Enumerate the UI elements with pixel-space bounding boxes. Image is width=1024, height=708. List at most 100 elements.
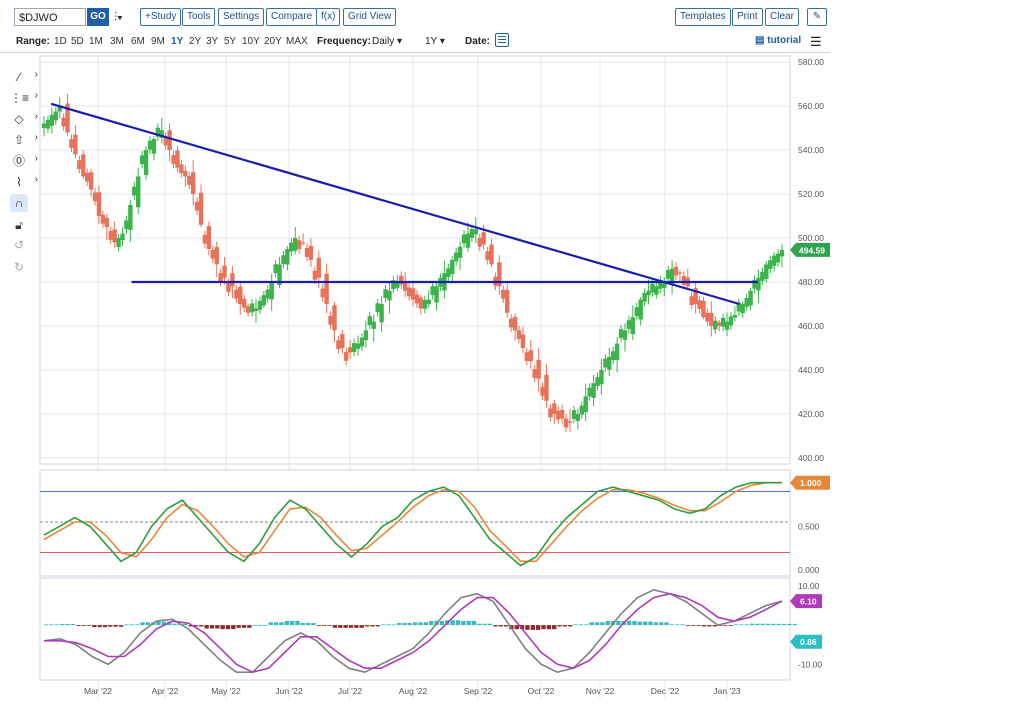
candle-body [96, 192, 102, 216]
calendar-icon[interactable] [495, 33, 509, 47]
measure-tool[interactable]: ⌇ › [10, 173, 38, 191]
fib-tool[interactable]: ⋮≡ › [10, 90, 38, 105]
candle-body [430, 286, 435, 296]
macd-histogram-bar [386, 624, 391, 626]
range-10y[interactable]: 10Y [242, 36, 260, 47]
candle-body [775, 253, 781, 263]
candle-body [147, 140, 153, 150]
candle-body [450, 260, 455, 275]
macd-histogram-bar [530, 625, 535, 630]
undo-button[interactable]: ↺ [10, 236, 38, 254]
candle-body [744, 297, 749, 307]
range-2y[interactable]: 2Y [189, 36, 202, 47]
macd-histogram-bar [792, 623, 798, 626]
candle-body [351, 343, 357, 352]
candle-body [100, 214, 106, 224]
draw-pencil-icon[interactable]: ✎ [807, 8, 827, 26]
candle-body [501, 289, 506, 299]
candle-body [720, 317, 726, 327]
range-3m[interactable]: 3M [110, 36, 124, 47]
range-1y[interactable]: 1Y [171, 36, 184, 47]
arrow-tool[interactable]: ⇧ › [10, 131, 38, 149]
macd-histogram-bar [675, 624, 680, 626]
candle-body [285, 249, 290, 265]
print-button[interactable]: Print [732, 8, 763, 26]
period-select[interactable]: 1Y ▾ [425, 36, 445, 47]
macd-histogram-bar [562, 625, 568, 627]
macd-histogram-bar [348, 625, 354, 628]
candle-body [151, 139, 157, 154]
range-1d[interactable]: 1D [54, 36, 67, 47]
magnet-tool[interactable]: ∩ [10, 194, 38, 212]
candle-body [587, 387, 592, 397]
tools-button[interactable]: Tools [182, 8, 216, 26]
grid-view-button[interactable]: Grid View [343, 8, 397, 26]
undo-icon: ↺ [13, 238, 25, 252]
range-3y[interactable]: 3Y [206, 36, 219, 47]
x-axis: Mar '22 Apr '22 May '22 Jun '22 Jul '22 Aug '… [84, 686, 741, 696]
x-tick-label: Apr '22 [152, 686, 179, 696]
candle-body [159, 130, 164, 138]
range-20y[interactable]: 20Y [264, 36, 282, 47]
macd-histogram-bar [44, 624, 49, 626]
macd-histogram-bar [487, 623, 493, 626]
range-6m[interactable]: 6M [131, 36, 145, 47]
go-button[interactable]: GO [87, 8, 109, 26]
candle-body [414, 294, 420, 304]
macd-histogram-bar [236, 625, 241, 628]
chart-type-icon[interactable]: ⫶▾ [114, 10, 123, 24]
study-button[interactable]: +Study [140, 8, 182, 26]
candle-body [128, 205, 133, 230]
templates-button[interactable]: Templates [675, 8, 731, 26]
annotation-tool[interactable]: ⓪ › [10, 152, 38, 170]
range-max[interactable]: MAX [286, 36, 308, 47]
tutorial-link[interactable]: ▤ tutorial [755, 35, 802, 46]
macd-histogram-bar [322, 625, 327, 626]
macd-histogram-bar [594, 622, 600, 626]
macd-histogram-bar [525, 625, 530, 630]
candle-body [257, 300, 263, 310]
macd-histogram-bar [573, 624, 578, 626]
frequency-label: Frequency: [317, 36, 371, 47]
settings-button[interactable]: Settings [218, 8, 265, 26]
macd-histogram-bar [642, 621, 648, 626]
candle-body [187, 176, 192, 185]
range-5d[interactable]: 5D [71, 36, 84, 47]
macd-histogram-bar [311, 623, 316, 626]
line-tool[interactable]: ⁄ › [10, 68, 38, 86]
frequency-select[interactable]: Daily ▾ [372, 36, 403, 47]
candle-body [198, 192, 204, 225]
macd-histogram-bar [215, 625, 220, 629]
clear-button[interactable]: Clear [765, 8, 799, 26]
stoch-badge [790, 475, 830, 490]
candle-body [387, 290, 392, 301]
macd-histogram-bar [541, 625, 546, 630]
candle-body [73, 134, 78, 155]
candle-body [69, 139, 74, 148]
macd-histogram-bar [471, 620, 477, 626]
range-5y[interactable]: 5Y [224, 36, 237, 47]
candle-body [540, 386, 545, 396]
macd-histogram-bar [284, 620, 289, 626]
candle-body [391, 280, 396, 290]
shape-tool[interactable]: ◇ › [10, 110, 38, 128]
fx-button[interactable]: f(x) [316, 8, 341, 26]
macd-histogram-bar [327, 625, 332, 626]
macd-tick-label: 10.00 [798, 581, 820, 591]
lock-tool[interactable]: 🔓︎ [10, 216, 38, 234]
symbol-input[interactable]: $DJWO [14, 8, 86, 26]
macd-histogram-bar [375, 625, 380, 627]
candle-body [701, 300, 706, 318]
range-9m[interactable]: 9M [151, 36, 165, 47]
hamburger-menu-icon[interactable]: ☰ [810, 34, 822, 49]
candle-body [579, 405, 584, 415]
candle-body [124, 220, 129, 230]
candle-body [324, 273, 329, 304]
candle-body [116, 238, 121, 247]
candle-body [453, 252, 459, 262]
range-1m[interactable]: 1M [89, 36, 103, 47]
macd-histogram-bar [568, 625, 573, 627]
redo-button[interactable]: ↻ [10, 258, 38, 276]
